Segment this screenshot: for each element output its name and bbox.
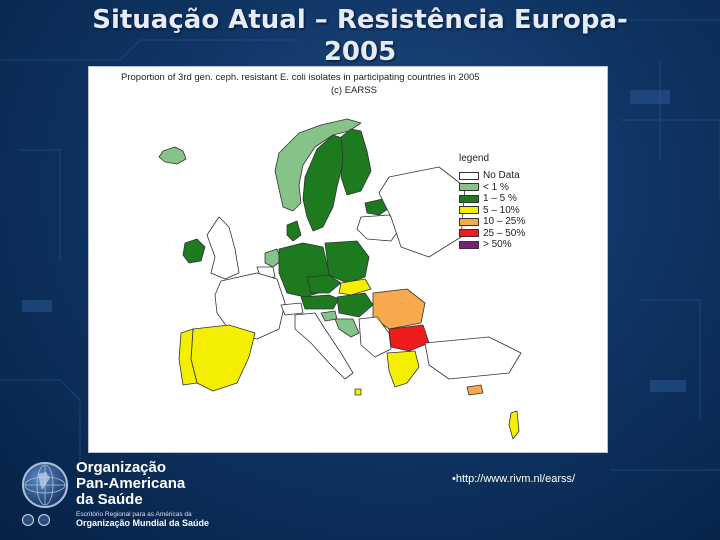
slide-title-line1: Situação Atual – Resistência Europa- <box>92 5 628 35</box>
map-subtitle: (c) EARSS <box>331 85 377 96</box>
map-title: Proportion of 3rd gen. ceph. resistant E… <box>121 72 480 83</box>
emblems <box>22 514 50 526</box>
country-uk-nodata <box>206 216 240 280</box>
country-croatia <box>334 318 360 338</box>
globe-icon <box>22 462 68 508</box>
paho-emblem-icon <box>22 514 34 526</box>
country-romania <box>372 288 426 330</box>
legend-label: 5 – 10% <box>483 204 520 216</box>
country-balkans-nodata <box>358 316 392 358</box>
org-subtitle: Escritório Regional para as Américas da … <box>76 510 209 528</box>
legend-rows: No Data < 1 % 1 – 5 % 5 – 10% 10 – 25% 25 – 5… <box>459 170 569 251</box>
country-turkey-nodata <box>424 336 522 380</box>
legend-swatch <box>459 171 479 180</box>
who-emblem-icon <box>38 514 50 526</box>
legend-label: 10 – 25% <box>483 216 526 228</box>
country-malta <box>354 388 362 396</box>
map-canvas <box>158 118 522 440</box>
org-sub-line2: Organização Mundial da Saúde <box>76 518 210 528</box>
legend-title: legend <box>459 153 490 164</box>
legend-item: 1 – 5 % <box>459 193 569 205</box>
country-bulgaria <box>388 324 430 352</box>
legend-item: < 1 % <box>459 182 569 194</box>
legend-item: 25 – 50% <box>459 228 569 240</box>
legend-label: 25 – 50% <box>483 227 526 239</box>
slide-title: Situação Atual – Resistência Europa- 200… <box>40 4 680 68</box>
country-netherlands <box>264 248 282 268</box>
country-russia-nodata <box>378 166 466 258</box>
country-portugal <box>178 328 198 386</box>
country-iceland <box>158 146 187 165</box>
country-baltic-nodata <box>356 214 402 242</box>
legend-swatch <box>459 194 479 203</box>
legend-label: > 50% <box>483 239 512 251</box>
map-header: Proportion of 3rd gen. ceph. resistant E… <box>121 71 480 97</box>
slide-title-line2: 2005 <box>323 37 397 67</box>
legend-item: > 50% <box>459 239 569 251</box>
legend-swatch <box>459 240 479 249</box>
org-name-line3: da Saúde <box>76 491 143 508</box>
country-switzerland-nodata <box>280 302 304 316</box>
country-greece <box>386 350 420 388</box>
europe-choropleth-map: Proportion of 3rd gen. ceph. resistant E… <box>88 66 608 453</box>
legend-label: < 1 % <box>483 181 509 193</box>
country-finland <box>340 128 372 196</box>
country-france-nodata <box>214 272 286 340</box>
country-italy-nodata <box>294 312 354 380</box>
org-sub-line1: Escritório Regional para as Américas da <box>76 511 192 518</box>
country-norway <box>274 118 362 212</box>
legend-label: 1 – 5 % <box>483 193 517 205</box>
country-israel <box>508 410 520 440</box>
legend-item: 5 – 10% <box>459 205 569 217</box>
legend-item: No Data <box>459 170 569 182</box>
map-legend: legend No Data < 1 % 1 – 5 % 5 – 10% 10 – 25… <box>459 153 569 251</box>
legend-item: 10 – 25% <box>459 216 569 228</box>
country-spain <box>190 324 256 392</box>
country-czech <box>306 274 342 294</box>
legend-swatch <box>459 206 479 215</box>
country-hungary <box>336 292 374 318</box>
legend-label: No Data <box>483 170 520 182</box>
org-name-line2: Pan-Americana <box>76 475 186 492</box>
legend-swatch <box>459 229 479 238</box>
country-denmark <box>286 220 302 242</box>
org-name: Organização Pan-Americana da Saúde <box>76 460 185 508</box>
country-slovakia <box>338 278 372 296</box>
country-austria <box>300 294 340 310</box>
country-cyprus <box>466 384 484 396</box>
legend-swatch <box>459 183 479 192</box>
paho-logo: Organização Pan-Americana da Saúde Escri… <box>18 460 218 530</box>
country-ireland <box>182 238 206 264</box>
country-slovenia <box>320 310 338 322</box>
source-link[interactable]: •http://www.rivm.nl/earss/ <box>452 473 576 485</box>
legend-swatch <box>459 217 479 226</box>
org-name-line1: Organização <box>76 459 167 476</box>
